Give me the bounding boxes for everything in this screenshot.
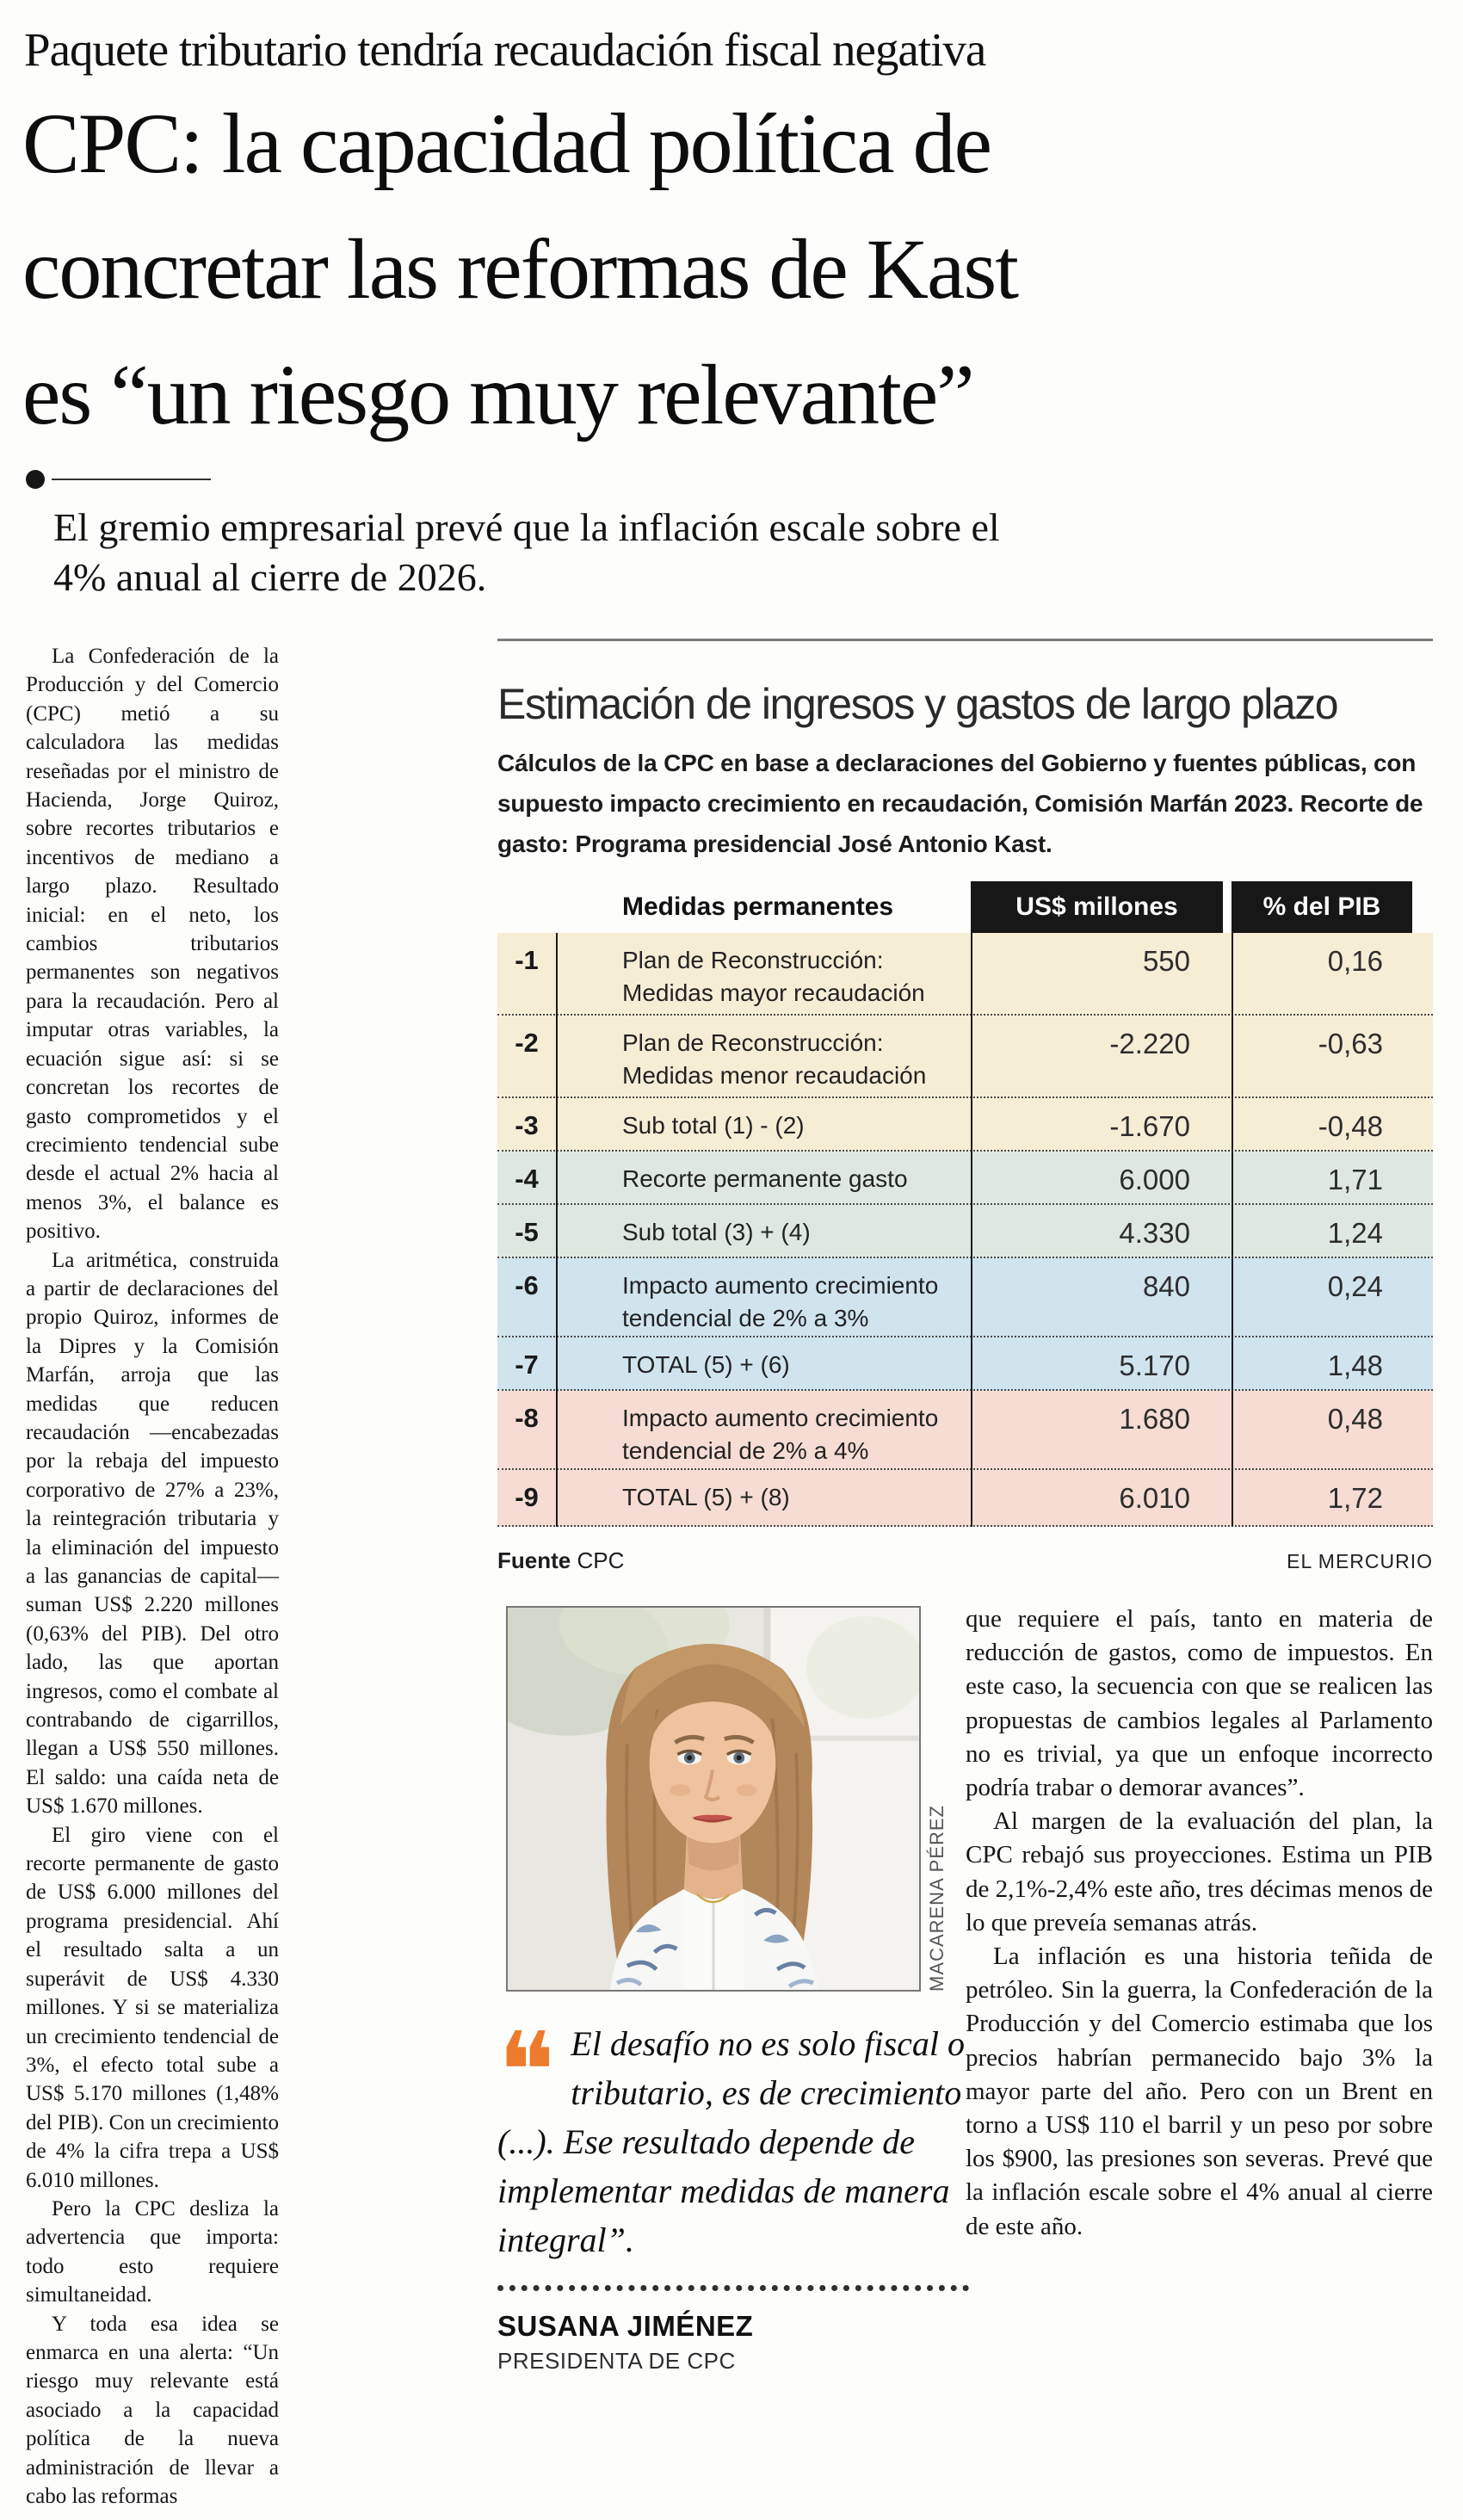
row-number: -6: [515, 1270, 539, 1300]
portrait-photo: [506, 1606, 921, 1992]
row-number: -7: [515, 1350, 539, 1380]
infographic-subtitle: Cálculos de la CPC en base a declaracion…: [497, 750, 1423, 857]
subhead: El gremio empresarial prevé que la infla…: [53, 503, 1000, 602]
table-row: -8 Impacto aumento crecimiento tendencia…: [497, 1391, 1433, 1470]
row-pib-value: 0,24: [1327, 1270, 1383, 1302]
article-column-right: que requiere el país, tanto en materia d…: [966, 1603, 1433, 2244]
table-vertical-rule: [1232, 933, 1233, 1527]
source-value: CPC: [577, 1547, 625, 1573]
paragraph: La aritmética, construida a partir de de…: [26, 1248, 279, 1819]
row-pib-value: 0,16: [1327, 945, 1383, 977]
deck-ornament: [26, 470, 284, 491]
table-row: -3 Sub total (1) - (2) -1.670 -0,48: [497, 1098, 1433, 1152]
table-row: -7 TOTAL (5) + (6) 5.170 1,48: [497, 1337, 1433, 1391]
bullet-rule: [52, 479, 211, 480]
table-row: -2 Plan de Reconstrucción: Medidas menor…: [497, 1016, 1433, 1098]
row-label: TOTAL (5) + (6): [622, 1351, 790, 1378]
quote-author: SUSANA JIMÉNEZ: [497, 2310, 754, 2342]
row-usd-value: -2.220: [1109, 1028, 1190, 1059]
row-usd-value: 4.330: [1119, 1217, 1190, 1249]
table-row: -5 Sub total (3) + (4) 4.330 1,24: [497, 1205, 1433, 1258]
paragraph: Y toda esa idea se enmarca en una alerta…: [26, 2312, 279, 2508]
row-usd-value: -1.670: [1109, 1110, 1190, 1142]
source-label: Fuente: [497, 1547, 571, 1573]
article-column-left: La Confederación de la Producción y del …: [26, 642, 279, 2511]
table-row: -6 Impacto aumento crecimiento tendencia…: [497, 1258, 1433, 1337]
paragraph: Pero la CPC desliza la advertencia que i…: [26, 2196, 279, 2307]
photo-credit: MACARENA PÉREZ: [926, 1606, 948, 1992]
row-number: -5: [515, 1217, 539, 1247]
portrait-illustration: [508, 1608, 919, 1990]
row-number: -8: [515, 1403, 539, 1433]
row-label: TOTAL (5) + (8): [622, 1484, 790, 1510]
row-pib-value: -0,63: [1318, 1028, 1383, 1059]
row-pib-value: 0,48: [1327, 1403, 1383, 1435]
paragraph: Al margen de la evaluación del plan, la …: [966, 1807, 1433, 1936]
table-row: -1 Plan de Reconstrucción: Medidas mayor…: [497, 933, 1433, 1016]
row-usd-value: 550: [1142, 945, 1190, 977]
publisher-credit: EL MERCURIO: [1287, 1550, 1433, 1572]
infographic-footer: Fuente CPC EL MERCURIO: [497, 1547, 1433, 1574]
headline-line-1: CPC: la capacidad política de: [22, 96, 992, 191]
row-number: -9: [515, 1482, 539, 1512]
subhead-line-1: El gremio empresarial prevé que la infla…: [53, 505, 1000, 549]
column-header-measures: Medidas permanentes: [622, 892, 894, 921]
table-header-row: Medidas permanentes US$ millones % del P…: [497, 881, 1433, 933]
row-label: Sub total (3) + (4): [622, 1219, 811, 1245]
table-row: -9 TOTAL (5) + (8) 6.010 1,72: [497, 1470, 1433, 1527]
table-row: -4 Recorte permanente gasto 6.000 1,71: [497, 1152, 1433, 1205]
infographic-title: Estimación de ingresos y gastos de largo…: [497, 680, 1339, 728]
infographic-top-rule: [497, 639, 1433, 641]
row-pib-value: -0,48: [1318, 1110, 1383, 1142]
infographic: Estimación de ingresos y gastos de largo…: [497, 639, 1433, 1574]
quote-mark-icon: ❝: [497, 2010, 556, 2134]
quote-author-role: PRESIDENTA DE CPC: [497, 2348, 736, 2374]
headline-line-2: concretar las reformas de Kast: [22, 221, 1019, 317]
row-label: Recorte permanente gasto: [622, 1165, 908, 1192]
quote-text: El desafío no es solo fiscal o tributari…: [497, 2024, 966, 2259]
pull-quote: ❝ El desafío no es solo fiscal o tributa…: [497, 2010, 969, 2375]
paragraph: La Confederación de la Producción y del …: [26, 645, 279, 1244]
row-usd-value: 5.170: [1119, 1350, 1190, 1381]
row-pib-value: 1,48: [1327, 1350, 1383, 1381]
row-label: Plan de Reconstrucción: Medidas menor re…: [622, 1029, 927, 1089]
paragraph: La inflación es una historia teñida de p…: [966, 1942, 1433, 2240]
row-usd-value: 1.680: [1119, 1403, 1190, 1435]
row-label: Sub total (1) - (2): [622, 1112, 805, 1139]
row-pib-value: 1,24: [1327, 1217, 1383, 1249]
column-header-gap: [1223, 881, 1232, 933]
column-header-usd: US$ millones: [971, 881, 1223, 933]
row-number: -4: [515, 1164, 539, 1194]
photo-credit-text: MACARENA PÉREZ: [926, 1805, 948, 1992]
column-header-pib: % del PIB: [1232, 881, 1412, 933]
row-usd-value: 6.010: [1119, 1482, 1190, 1514]
row-number: -3: [515, 1110, 539, 1140]
table-vertical-rule: [556, 933, 558, 1527]
table-vertical-rule: [971, 933, 972, 1527]
row-label: Plan de Reconstrucción: Medidas mayor re…: [622, 947, 925, 1006]
headline-line-3: es “un riesgo muy relevante”: [22, 347, 975, 442]
row-usd-value: 6.000: [1119, 1164, 1190, 1195]
row-number: -2: [515, 1028, 539, 1058]
row-pib-value: 1,71: [1327, 1164, 1383, 1195]
row-usd-value: 840: [1142, 1270, 1190, 1302]
source-note: Fuente CPC: [497, 1547, 624, 1574]
headline: CPC: la capacidad política de concretar …: [22, 81, 1451, 458]
kicker: Paquete tributario tendría recaudación f…: [24, 23, 986, 76]
row-pib-value: 1,72: [1327, 1482, 1383, 1514]
paragraph: que requiere el país, tanto en materia d…: [966, 1605, 1433, 1802]
row-label: Impacto aumento crecimiento tendencial d…: [622, 1405, 939, 1464]
paragraph: El giro viene con el recorte permanente …: [26, 1823, 279, 2192]
row-number: -1: [515, 945, 539, 975]
subhead-line-2: 4% anual al cierre de 2026.: [53, 555, 487, 599]
row-label: Impacto aumento crecimiento tendencial d…: [622, 1272, 939, 1331]
bullet-dot-icon: [26, 470, 45, 489]
table-body: -1 Plan de Reconstrucción: Medidas mayor…: [497, 933, 1433, 1527]
dotted-rule: [497, 2285, 969, 2291]
